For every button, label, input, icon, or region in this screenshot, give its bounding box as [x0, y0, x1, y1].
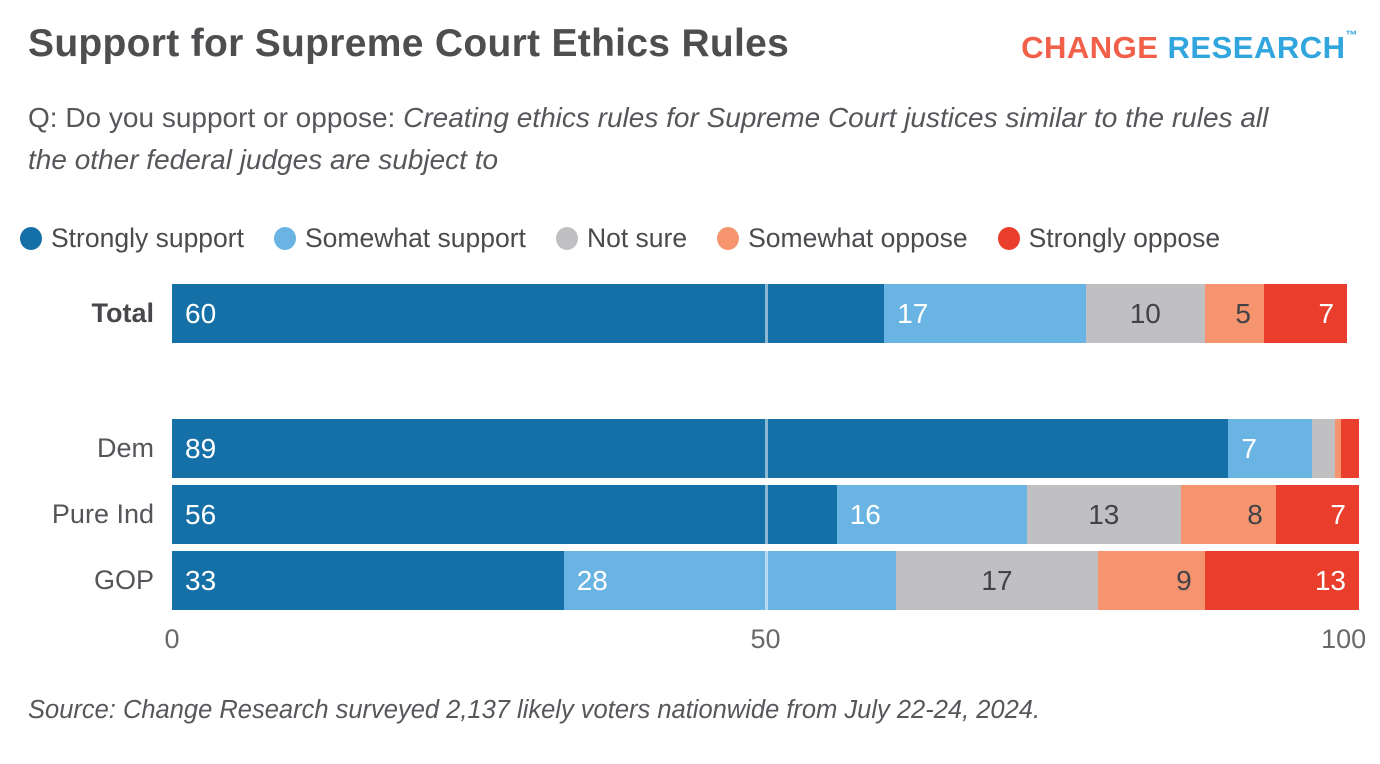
chart-row-gop: GOP 33 28 17 9 13	[0, 551, 1380, 610]
legend-label: Not sure	[586, 222, 688, 253]
segment-value: 10	[1129, 297, 1161, 329]
x-axis-tick-100: 100	[1321, 624, 1367, 654]
segment-value: 13	[1088, 498, 1120, 530]
legend-swatch-strongly-support-icon	[20, 226, 42, 250]
segment-dem-not-sure	[1311, 419, 1336, 478]
segment-value: 5	[1235, 297, 1251, 329]
legend-label: Strongly oppose	[1028, 222, 1221, 253]
chart-row-total: Total 60 17 10 5 7	[0, 284, 1380, 343]
segment-total-not-sure: 10	[1085, 284, 1205, 343]
row-label-gop: GOP	[93, 565, 154, 595]
legend-swatch-not-sure-icon	[555, 226, 578, 250]
segment-value: 60	[185, 297, 217, 329]
segment-value: 28	[576, 564, 608, 596]
segment-dem-somewhat-oppose	[1335, 419, 1342, 478]
gridline-50	[764, 485, 768, 544]
x-axis-tick-50: 50	[750, 624, 781, 654]
segment-value: 7	[1318, 297, 1335, 329]
gridline-50	[764, 284, 768, 343]
bar-total: 60 17 10 5 7	[172, 284, 1359, 343]
gridline-50	[764, 419, 768, 478]
chart-row-pure-ind: Pure Ind 56 16 13 8 7	[0, 485, 1380, 544]
logo-word-change: CHANGE	[1021, 30, 1168, 65]
segment-gop-somewhat-support: 28	[563, 551, 897, 610]
segment-pure-ind-strongly-support: 56	[172, 485, 837, 544]
segment-dem-strongly-support: 89	[172, 419, 1229, 478]
legend-swatch-somewhat-oppose-icon	[717, 226, 740, 250]
segment-total-strongly-oppose: 7	[1264, 284, 1348, 343]
stacked-bar-chart: Total 60 17 10 5 7 Dem 89 7 Pure Ind 56 16 13 8 7 GOP 33…	[0, 284, 1380, 617]
segment-dem-strongly-oppose	[1341, 419, 1359, 478]
segment-gop-strongly-support: 33	[172, 551, 564, 610]
segment-gop-somewhat-oppose: 9	[1097, 551, 1205, 610]
legend-swatch-strongly-oppose-icon	[997, 226, 1020, 250]
gridline-50	[764, 551, 768, 610]
segment-value: 56	[185, 498, 217, 530]
segment-gop-not-sure: 17	[896, 551, 1098, 610]
bar-gop: 33 28 17 9 13	[172, 551, 1359, 610]
row-label-dem: Dem	[96, 433, 154, 463]
segment-gop-strongly-oppose: 13	[1204, 551, 1359, 610]
segment-pure-ind-somewhat-support: 16	[836, 485, 1027, 544]
logo-word-research: RESEARCH	[1167, 30, 1346, 65]
row-label-pure-ind: Pure Ind	[51, 499, 154, 529]
legend-label: Somewhat support	[304, 222, 526, 253]
legend-item-somewhat-oppose: Somewhat oppose	[717, 223, 968, 254]
segment-value: 89	[185, 432, 217, 464]
legend-label: Strongly support	[51, 222, 244, 253]
segment-value: 16	[849, 498, 881, 530]
row-label-total: Total	[91, 298, 155, 328]
legend-item-somewhat-support: Somewhat support	[273, 222, 526, 254]
segment-value: 7	[1330, 498, 1346, 530]
segment-dem-somewhat-support: 7	[1228, 419, 1312, 478]
segment-value: 13	[1314, 564, 1346, 596]
segment-value: 17	[897, 297, 929, 329]
x-axis: 0 50 100	[164, 624, 1366, 658]
legend-swatch-somewhat-support-icon	[273, 226, 296, 250]
segment-value: 33	[185, 564, 217, 596]
question-prefix: Q: Do you support or oppose:	[28, 102, 404, 133]
segment-pure-ind-not-sure: 13	[1026, 485, 1181, 544]
segment-value: 7	[1241, 432, 1257, 464]
segment-value: 8	[1247, 498, 1263, 530]
legend-item-strongly-support: Strongly support	[20, 223, 244, 254]
source-note: Source: Change Research surveyed 2,137 l…	[28, 696, 1041, 724]
segment-pure-ind-somewhat-oppose: 8	[1180, 485, 1276, 544]
bar-pure-ind: 56 16 13 8 7	[172, 485, 1359, 544]
page-title: Support for Supreme Court Ethics Rules	[28, 22, 790, 65]
change-research-logo: CHANGE RESEARCH™	[1021, 28, 1358, 66]
logo-trademark: ™	[1345, 28, 1358, 42]
segment-value: 17	[981, 564, 1013, 596]
question-italic: Creating ethics rules for Supreme Court …	[28, 102, 1269, 175]
chart-legend: Strongly support Somewhat support Not sure…	[20, 221, 1220, 255]
chart-row-dem: Dem 89 7	[0, 419, 1380, 478]
segment-total-strongly-support: 60	[172, 284, 885, 343]
segment-total-somewhat-support: 17	[884, 284, 1086, 343]
segment-value: 9	[1176, 564, 1192, 596]
legend-item-strongly-oppose: Strongly oppose	[997, 222, 1221, 254]
question-text: Q: Do you support or oppose: Creating et…	[28, 97, 1298, 181]
segment-pure-ind-strongly-oppose: 7	[1275, 485, 1359, 544]
bar-dem: 89 7	[172, 419, 1359, 478]
chart-rows: Total 60 17 10 5 7 Dem 89 7 Pure Ind 56 16 13 8 7 GOP 33…	[0, 284, 1380, 610]
legend-item-not-sure: Not sure	[555, 222, 688, 254]
segment-total-somewhat-oppose: 5	[1204, 284, 1264, 343]
x-axis-tick-0: 0	[164, 624, 180, 654]
legend-label: Somewhat oppose	[748, 222, 968, 253]
